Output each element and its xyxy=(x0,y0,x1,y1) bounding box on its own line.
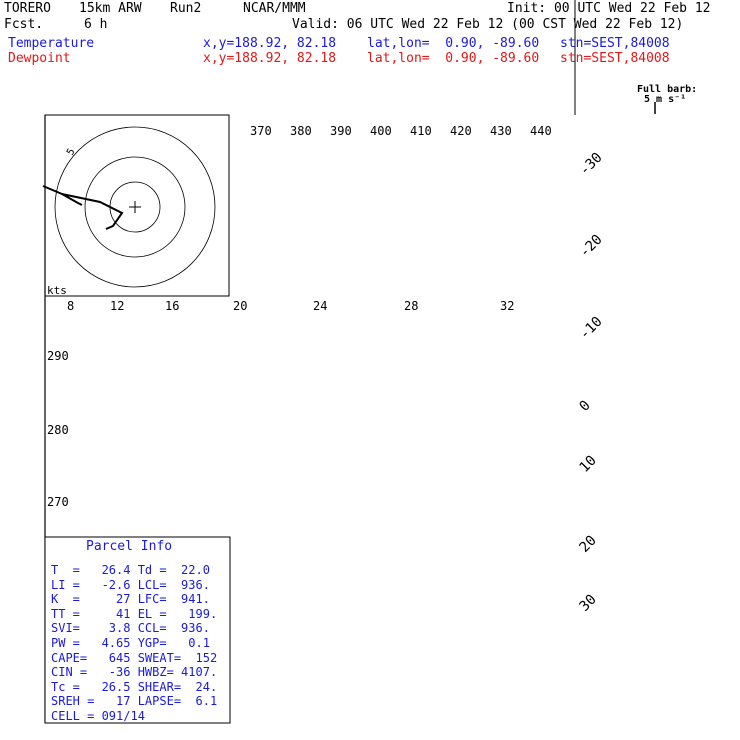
fcst-value: 6 h xyxy=(84,17,108,32)
legend-temperature-stn: stn=SEST,84008 xyxy=(560,36,670,51)
model-label: TORERO xyxy=(4,1,51,16)
parcel-info-box xyxy=(44,536,231,724)
run-label: Run2 xyxy=(170,1,202,16)
legend-temperature-name: Temperature xyxy=(8,36,95,51)
parcel-info-row: K = 27 LFC= 941. xyxy=(51,592,210,607)
isotherm-label: -30 xyxy=(577,150,606,179)
hodograph-speed-label: 8 xyxy=(67,299,74,313)
parcel-info-row: SVI= 3.8 CCL= 936. xyxy=(51,621,210,636)
parcel-info-row: CELL = 091/14 xyxy=(51,709,145,723)
theta-label: 380 xyxy=(290,124,312,138)
hodograph-ring xyxy=(54,126,216,288)
isotherm-label: 20 xyxy=(577,533,600,556)
theta-label: 390 xyxy=(330,124,352,138)
legend-temperature-latlon: lat,lon= 0.90, -89.60 xyxy=(367,36,540,51)
hodograph-speed-label: 20 xyxy=(233,299,247,313)
resolution-label: 15km ARW xyxy=(79,1,142,16)
hodograph-speed-label: 32 xyxy=(500,299,514,313)
isotherm-label: -20 xyxy=(577,232,606,261)
org-label: NCAR/MMM xyxy=(243,1,306,16)
theta-label: 400 xyxy=(370,124,392,138)
parcel-info-row: PW = 4.65 YGP= 0.1 xyxy=(51,636,210,650)
legend-temperature-xy: x,y=188.92, 82.18 xyxy=(203,36,337,51)
hodograph-trace xyxy=(42,185,124,230)
hodograph-ring-label: 5 xyxy=(65,147,78,158)
full-barb-unit: 5 m s⁻¹ xyxy=(644,94,687,105)
fcst-label: Fcst. xyxy=(4,17,44,32)
theta-label: 430 xyxy=(490,124,512,138)
parcel-info-row: Tc = 26.5 SHEAR= 24. xyxy=(51,679,218,694)
legend-dewpoint-latlon: lat,lon= 0.90, -89.60 xyxy=(367,51,540,66)
legend-dewpoint-stn: stn=SEST,84008 xyxy=(560,51,670,66)
hodograph-frame xyxy=(44,114,230,297)
hodograph-speed-label: 24 xyxy=(313,299,327,313)
theta-label: 270 xyxy=(47,495,69,509)
legend-dewpoint-xy: x,y=188.92, 82.18 xyxy=(203,51,337,66)
legend-dewpoint-name: Dewpoint xyxy=(8,51,71,66)
parcel-info-row: CIN = -36 HWBZ= 4107. xyxy=(51,665,218,680)
parcel-info-row: SREH = 17 LAPSE= 6.1 xyxy=(51,694,218,709)
isotherm-label: 10 xyxy=(577,453,600,476)
isotherm-label: 30 xyxy=(577,592,600,615)
isotherm-label: 40 xyxy=(585,0,602,4)
hodograph-speed-label: 12 xyxy=(110,299,124,313)
theta-label: 420 xyxy=(450,124,472,138)
theta-label: 370 xyxy=(250,124,272,138)
isotherm-label: -10 xyxy=(577,314,606,343)
theta-label: 440 xyxy=(530,124,552,138)
valid-label: Valid: 06 UTC Wed 22 Feb 12 (00 CST Wed … xyxy=(292,17,684,32)
parcel-info-row: T = 26.4 Td = 22.0 xyxy=(51,563,210,577)
theta-label: 290 xyxy=(47,349,69,363)
parcel-info-row: TT = 41 EL = 199. xyxy=(51,606,218,621)
parcel-info-row: CAPE= 645 SWEAT= 152 xyxy=(51,650,218,665)
parcel-info-row: LI = -2.6 LCL= 936. xyxy=(51,577,210,592)
hodograph-speed-label: 28 xyxy=(404,299,418,313)
theta-label: 410 xyxy=(410,124,432,138)
isotherm-label: 0 xyxy=(577,398,594,415)
hodograph-speed-label: 16 xyxy=(165,299,179,313)
full-barb-label: Full barb: xyxy=(637,84,698,95)
theta-label: 280 xyxy=(47,423,69,437)
parcel-info-title: Parcel Info xyxy=(86,539,173,554)
hodograph-ring xyxy=(84,156,186,258)
hodograph-unit-label: kts xyxy=(47,284,67,297)
init-label: Init: 00 UTC Wed 22 Feb 12 xyxy=(507,1,711,16)
